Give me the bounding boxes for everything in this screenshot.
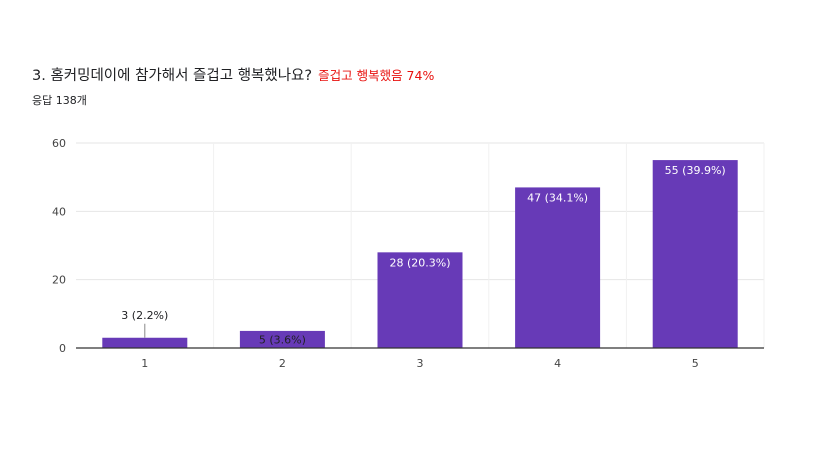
- x-tick-label: 2: [279, 357, 286, 370]
- y-tick-label: 20: [52, 274, 66, 287]
- y-tick-label: 60: [52, 137, 66, 150]
- bar: [102, 337, 188, 348]
- data-label: 3 (2.2%): [121, 309, 168, 322]
- bar: [515, 187, 601, 348]
- question-title: 3. 홈커밍데이에 참가해서 즐겁고 행복했나요?: [32, 68, 313, 84]
- data-label: 47 (34.1%): [527, 191, 588, 204]
- y-tick-label: 40: [52, 205, 66, 218]
- x-tick-label: 4: [554, 357, 561, 370]
- data-label: 5 (3.6%): [259, 333, 306, 346]
- bar: [239, 330, 325, 348]
- highlight-summary: 즐겁고 행복했음 74%: [318, 68, 435, 83]
- data-label: 28 (20.3%): [389, 256, 450, 269]
- response-count: 응답 138개: [32, 94, 87, 107]
- x-tick-label: 3: [417, 357, 424, 370]
- data-label: 55 (39.9%): [665, 164, 726, 177]
- x-tick-label: 1: [141, 357, 148, 370]
- y-tick-label: 0: [59, 342, 66, 355]
- bar: [652, 160, 738, 348]
- bar: [377, 252, 463, 348]
- x-tick-label: 5: [692, 357, 699, 370]
- chart-title-row: 3. 홈커밍데이에 참가해서 즐겁고 행복했나요? 즐겁고 행복했음 74%: [32, 64, 434, 85]
